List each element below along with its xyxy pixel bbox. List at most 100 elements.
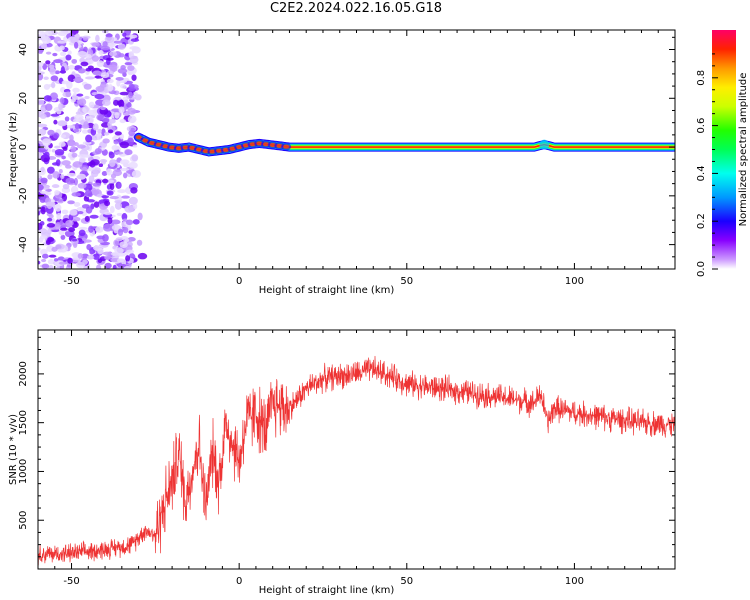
heatmap-xlabel: Height of straight line (km) (259, 285, 395, 296)
noise-speckle (38, 247, 41, 251)
noise-speckle (114, 96, 122, 101)
colorbar-tick-label: 0.6 (696, 118, 707, 134)
noise-speckle (123, 266, 132, 269)
noise-speckle (47, 129, 55, 136)
heatmap-ytick-label: 0 (18, 144, 29, 150)
noise-speckle (65, 54, 72, 61)
noise-speckle (76, 93, 84, 97)
noise-speckle (82, 129, 88, 134)
noise-speckle (128, 83, 135, 89)
heatmap-ylabel: Frequency (Hz) (8, 112, 19, 188)
noise-speckle (117, 228, 124, 237)
noise-speckle (130, 187, 138, 194)
noise-speckle (116, 258, 125, 263)
noise-speckle (38, 184, 44, 191)
noise-speckle (60, 227, 68, 231)
noise-speckle (79, 57, 86, 63)
noise-speckle (78, 98, 87, 106)
signal-blob (539, 139, 550, 150)
noise-speckle (117, 43, 126, 50)
noise-speckle (125, 219, 134, 226)
noise-speckle (117, 189, 127, 194)
noise-speckle (127, 107, 137, 115)
noise-speckle (51, 184, 60, 189)
noise-speckle (86, 243, 92, 251)
noise-speckle (83, 83, 92, 90)
noise-speckle (38, 173, 41, 179)
noise-speckle (100, 72, 110, 79)
noise-speckle (95, 34, 100, 43)
noise-speckle (101, 178, 109, 184)
noise-speckle (71, 192, 81, 197)
noise-speckle (117, 182, 122, 189)
noise-speckle (65, 219, 74, 227)
noise-speckle (54, 148, 65, 156)
noise-speckle (54, 189, 60, 196)
noise-speckle (60, 97, 65, 104)
noise-speckle (47, 217, 53, 222)
noise-speckle (52, 171, 60, 179)
noise-speckle (106, 190, 114, 196)
noise-speckle (59, 51, 67, 57)
colorbar-tick-label: 0.4 (696, 165, 707, 181)
noise-speckle (91, 55, 100, 62)
noise-speckle (77, 154, 88, 158)
signal-blob-core (283, 144, 290, 149)
noise-speckle (96, 60, 104, 68)
noise-speckle (60, 134, 67, 139)
snr-ytick-label: 1000 (18, 459, 29, 484)
noise-speckle (58, 141, 66, 147)
noise-speckle (81, 209, 88, 217)
noise-speckle (82, 259, 89, 265)
noise-speckle (103, 211, 112, 215)
noise-speckle (101, 195, 110, 199)
noise-speckle (67, 257, 73, 264)
noise-speckle (38, 72, 44, 81)
noise-speckle (131, 154, 139, 162)
noise-speckle (124, 205, 135, 213)
noise-speckle (128, 196, 138, 205)
noise-speckle (45, 103, 53, 111)
noise-speckle (118, 106, 125, 114)
noise-speckle (49, 92, 59, 100)
noise-speckle (52, 132, 60, 139)
noise-speckle (111, 224, 122, 231)
noise-speckle (134, 94, 142, 101)
snr-xtick-label: 50 (400, 576, 413, 587)
noise-speckle (46, 222, 56, 228)
snr-xlabel: Height of straight line (km) (259, 585, 395, 596)
snr-xtick-label: -50 (63, 576, 79, 587)
noise-speckle (119, 159, 130, 165)
noise-speckle (119, 141, 130, 149)
noise-speckle (110, 219, 121, 225)
noise-speckle (128, 161, 138, 169)
noise-speckle (119, 83, 127, 89)
noise-speckle (52, 52, 58, 57)
noise-speckle (119, 133, 125, 140)
noise-speckle (113, 239, 120, 247)
noise-speckle (89, 214, 99, 219)
noise-speckle (112, 169, 123, 177)
noise-speckle (40, 206, 46, 215)
noise-speckle (106, 57, 114, 61)
noise-speckle (71, 238, 78, 242)
noise-speckle (61, 160, 71, 166)
noise-speckle (119, 241, 128, 248)
noise-speckle (51, 246, 58, 252)
heatmap-ytick-label: 40 (18, 43, 29, 56)
noise-speckle (42, 63, 48, 71)
noise-speckle (69, 209, 78, 216)
noise-speckle (130, 38, 140, 42)
heatmap-xtick-label: 50 (400, 276, 413, 287)
colorbar-label: Normalized spectral amplitude (738, 73, 749, 227)
noise-speckle (48, 265, 54, 269)
noise-speckle (94, 133, 102, 137)
noise-speckle (40, 177, 48, 184)
noise-speckle (114, 247, 124, 254)
noise-speckle (38, 99, 45, 106)
noise-speckle (119, 167, 130, 172)
noise-speckle (41, 263, 50, 269)
noise-speckle (92, 182, 102, 187)
noise-speckle (93, 201, 100, 208)
